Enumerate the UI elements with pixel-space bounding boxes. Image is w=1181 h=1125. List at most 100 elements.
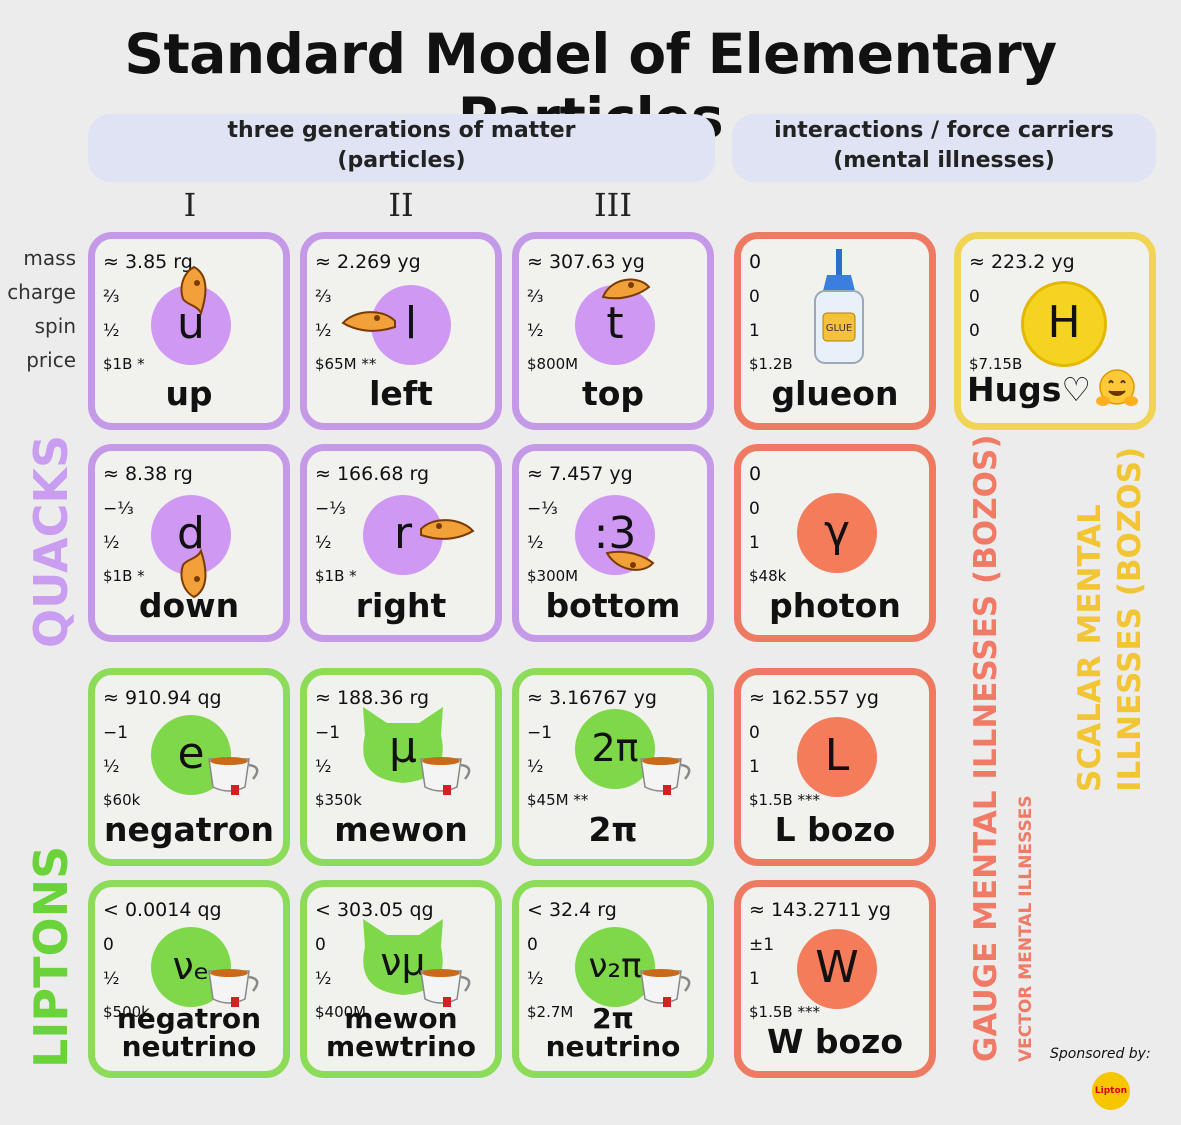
particle-card-right: ≈ 166.68 rg −⅓ ½ $1B * r right	[300, 444, 502, 642]
particle-card-hugs: ≈ 223.2 yg 0 0 $7.15B H Hugs♡	[954, 232, 1156, 430]
price-value: $7.15B	[969, 355, 1023, 373]
spin-value: ½	[315, 757, 332, 777]
price-value: $800M	[527, 355, 579, 373]
price-value: $65M **	[315, 355, 377, 373]
spin-value: ½	[103, 969, 120, 989]
particle-symbol: νμ	[380, 940, 426, 984]
price-value: $1B *	[315, 567, 357, 585]
price-value: $45M **	[527, 791, 589, 809]
particle-name-line2: neutrino	[545, 1030, 681, 1063]
particle-card-glueon: 0 0 1 $1.2B GLUE glueon	[734, 232, 936, 430]
teacup-icon	[208, 969, 259, 1007]
scalar-label-1: SCALAR MENTAL	[1072, 504, 1108, 792]
charge-value: −1	[315, 723, 341, 743]
particle-card-photon: 0 0 1 $48k γ photon	[734, 444, 936, 642]
price-value: $2.7M	[527, 1003, 574, 1021]
generation-2: II	[388, 186, 414, 224]
mass-value: 0	[749, 463, 762, 485]
spin-value: ½	[103, 533, 120, 553]
particle-name: top	[581, 374, 645, 413]
particle-card-negatron-neutrino: < 0.0014 qg 0 ½ $500k νₑ negatron neutri…	[88, 880, 290, 1078]
price-value: $400M	[315, 1003, 367, 1021]
hugging-face-icon	[1096, 369, 1138, 406]
particle-name: bottom	[545, 586, 681, 625]
matter-band-line1: three generations of matter	[227, 118, 576, 143]
vector-label: VECTOR MENTAL ILLNESSES	[1016, 795, 1036, 1062]
particle-card-down: ≈ 8.38 rg −⅓ ½ $1B * d down	[88, 444, 290, 642]
sponsor-label: Sponsored by:	[1050, 1046, 1151, 1062]
spin-value: ½	[527, 321, 544, 341]
row-label-mass: mass	[23, 246, 76, 270]
teacup-icon	[640, 757, 691, 795]
price-value: $48k	[749, 567, 787, 585]
particle-card-up: ≈ 3.85 rg ⅔ ½ $1B * u up	[88, 232, 290, 430]
particle-name: glueon	[771, 374, 899, 413]
charge-value: −⅓	[527, 499, 558, 519]
charge-value: 0	[749, 723, 760, 743]
charge-value: 0	[527, 935, 538, 955]
row-label-price: price	[26, 348, 76, 372]
particle-symbol: νₑ	[151, 927, 231, 1007]
particle-symbol: H	[1021, 281, 1107, 367]
mass-value: ≈ 8.38 rg	[103, 463, 193, 485]
lipton-logo: Lipton	[1092, 1072, 1130, 1110]
mass-value: ≈ 162.557 yg	[749, 687, 879, 709]
teacup-icon	[420, 757, 471, 795]
mass-value: ≈ 2.269 yg	[315, 251, 421, 273]
price-value: $1B *	[103, 355, 145, 373]
particle-name-line2: mewtrino	[326, 1030, 476, 1063]
glue-bottle-icon: GLUE	[814, 249, 864, 364]
spin-value: ½	[103, 757, 120, 777]
price-value: $60k	[103, 791, 141, 809]
scalar-label-2: ILLNESSES (BOZOS)	[1112, 446, 1148, 792]
spin-value: ½	[103, 321, 120, 341]
mass-value: < 303.05 qg	[315, 899, 434, 921]
mass-value: < 32.4 rg	[527, 899, 617, 921]
particle-name: up	[165, 374, 213, 413]
particle-name: negatron neutrino	[95, 1005, 283, 1061]
particle-symbol: 2π	[575, 709, 655, 789]
mass-value: ≈ 223.2 yg	[969, 251, 1075, 273]
charge-value: 0	[315, 935, 326, 955]
particle-symbol: L	[797, 717, 877, 797]
particle-name: down	[138, 586, 240, 625]
charge-value: ⅔	[103, 287, 120, 307]
price-value: $1.2B	[749, 355, 793, 373]
spin-value: 0	[969, 321, 980, 341]
charge-value: −1	[527, 723, 553, 743]
mass-value: ≈ 143.2711 yg	[749, 899, 891, 921]
mass-value: 0	[749, 251, 762, 273]
price-value: $500k	[103, 1003, 150, 1021]
generation-1: I	[183, 186, 197, 224]
forces-band: interactions / force carriers (mental il…	[732, 114, 1156, 182]
duck-beak-icon	[420, 519, 475, 540]
matter-band-line2: (particles)	[337, 148, 466, 173]
particle-symbol: ν₂π	[575, 927, 655, 1007]
particle-name: mewon	[334, 810, 468, 849]
glue-label: GLUE	[826, 323, 852, 334]
particle-card-negatron: ≈ 910.94 qg −1 ½ $60k e negatron	[88, 668, 290, 866]
particle-name-line1: negatron	[116, 1002, 262, 1035]
charge-value: ⅔	[315, 287, 332, 307]
duck-beak-icon	[341, 311, 396, 332]
charge-value: ±1	[749, 935, 775, 955]
particle-card-mewon: ≈ 188.36 rg −1 ½ $350k μ mewon	[300, 668, 502, 866]
particle-name: Hugs♡	[967, 370, 1091, 409]
gauge-label: GAUGE MENTAL ILLNESSES (BOZOS)	[968, 434, 1004, 1062]
particle-symbol: γ	[797, 493, 877, 573]
particle-name: right	[355, 586, 447, 625]
mass-value: ≈ 188.36 rg	[315, 687, 430, 709]
price-value: $1.5B ***	[749, 791, 820, 809]
spin-value: ½	[315, 969, 332, 989]
particle-name: mewon mewtrino	[307, 1005, 495, 1061]
charge-value: 0	[749, 287, 760, 307]
spin-value: ½	[315, 321, 332, 341]
spin-value: 1	[749, 969, 760, 989]
teacup-icon	[420, 969, 471, 1007]
charge-value: 0	[103, 935, 114, 955]
mass-value: ≈ 910.94 qg	[103, 687, 222, 709]
spin-value: 1	[749, 757, 760, 777]
particle-name-line1: 2π	[592, 1002, 634, 1035]
duck-beak-icon	[601, 278, 651, 300]
charge-value: −⅓	[103, 499, 134, 519]
